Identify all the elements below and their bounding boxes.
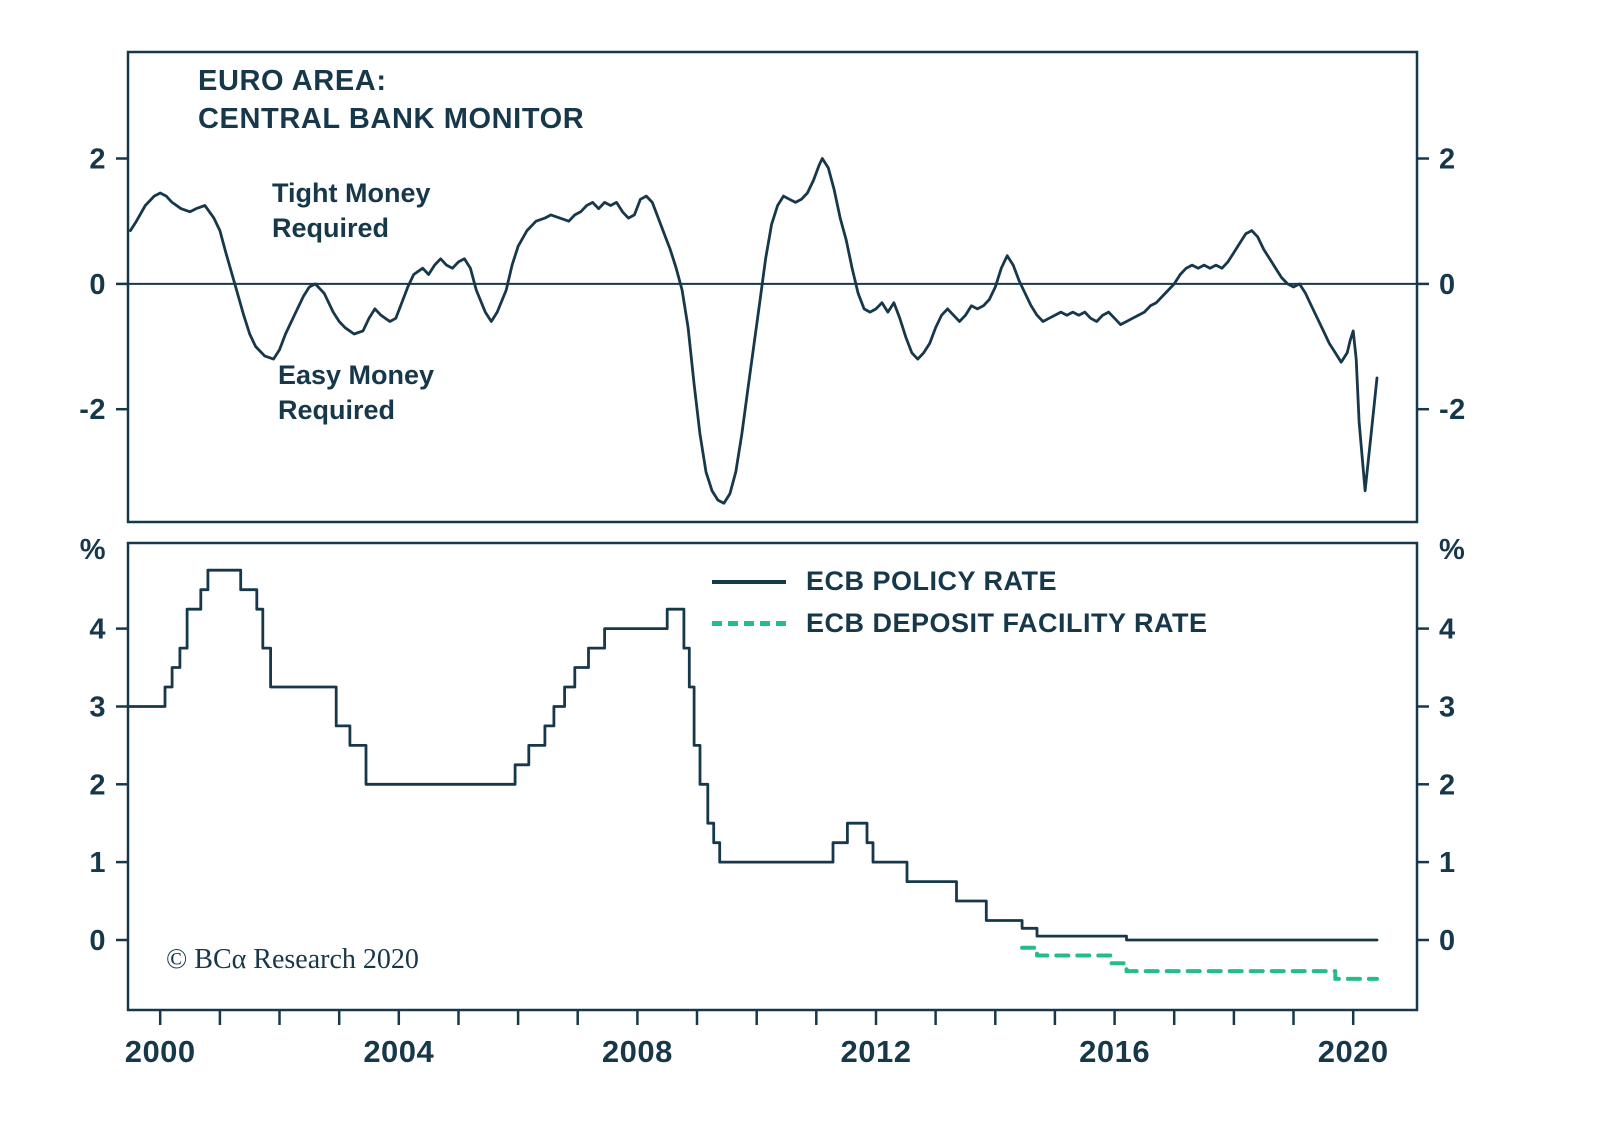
x-tick-label: 2008: [602, 1034, 673, 1069]
y-tick-label-left: -2: [79, 394, 106, 426]
legend-label-deposit-rate: ECB DEPOSIT FACILITY RATE: [806, 608, 1208, 638]
y-tick-label-right: 1: [1439, 847, 1456, 879]
legend: ECB POLICY RATE ECB DEPOSIT FACILITY RAT…: [712, 566, 1208, 639]
legend-row-deposit-rate: ECB DEPOSIT FACILITY RATE: [712, 608, 1208, 639]
y-tick-label-right: -2: [1439, 394, 1466, 426]
deposit-rate-line-sample: [712, 621, 786, 626]
y-tick-label-right: 4: [1439, 614, 1456, 646]
y-tick-label-right: 2: [1439, 769, 1456, 801]
x-tick-label: 2012: [841, 1034, 912, 1069]
y-tick-label-left: 1: [89, 847, 106, 879]
x-tick-label: 2020: [1318, 1034, 1389, 1069]
y-tick-label-left: 0: [89, 925, 106, 957]
y-tick-label-right: 0: [1439, 269, 1456, 301]
y-tick-label-right: 2: [1439, 144, 1456, 176]
y-tick-label-left: 3: [89, 692, 106, 724]
copyright-bca-research: © BCα Research 2020: [166, 944, 419, 975]
monitor-line: [129, 157, 1379, 505]
y-axis-unit-right: %: [1439, 534, 1465, 566]
x-tick-label: 2016: [1079, 1034, 1150, 1069]
y-axis-unit-left: %: [80, 534, 106, 566]
x-tick-label: 2000: [125, 1034, 196, 1069]
tight-money-annotation: Tight Money Required: [272, 178, 431, 244]
policy-rate-line-sample: [712, 579, 786, 584]
y-tick-label-left: 2: [89, 769, 106, 801]
y-tick-label-left: 0: [89, 269, 106, 301]
rates-panel-frame: [126, 541, 1419, 1012]
y-tick-label-right: 0: [1439, 925, 1456, 957]
y-tick-label-left: 2: [89, 144, 106, 176]
legend-row-policy-rate: ECB POLICY RATE: [712, 566, 1208, 597]
ecb-deposit-facility-rate-line: [1020, 945, 1379, 981]
x-tick-label: 2004: [363, 1034, 434, 1069]
chart-title: EURO AREA: CENTRAL BANK MONITOR: [198, 65, 585, 136]
ecb-policy-rate-line: [126, 568, 1379, 942]
monitor-panel-frame: [126, 50, 1419, 524]
y-tick-label-left: 4: [89, 614, 106, 646]
y-tick-label-right: 3: [1439, 692, 1456, 724]
legend-label-policy-rate: ECB POLICY RATE: [806, 566, 1058, 596]
easy-money-annotation: Easy Money Required: [278, 360, 435, 426]
